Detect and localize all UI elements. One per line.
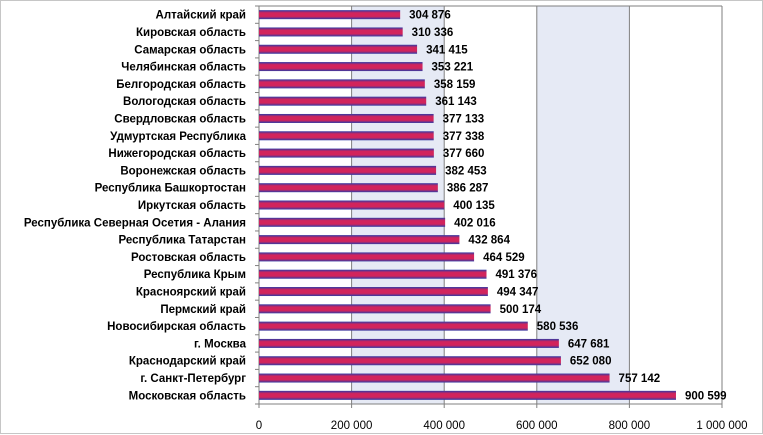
- x-tick-label: 200 000: [331, 420, 373, 432]
- bar: [259, 131, 434, 141]
- bar: [259, 10, 401, 20]
- value-label: 304 876: [409, 10, 451, 22]
- bar: [259, 338, 559, 348]
- category-label: Красноярский край: [136, 287, 246, 299]
- value-label: 377 133: [443, 113, 485, 125]
- bar: [259, 269, 487, 279]
- category-label: Алтайский край: [156, 10, 246, 22]
- bar: [259, 235, 460, 245]
- category-label: г. Москва: [194, 338, 247, 350]
- x-tick-label: 1 000 000: [696, 420, 747, 432]
- value-label: 386 287: [447, 183, 489, 195]
- bar: [259, 27, 403, 37]
- bar: [259, 200, 445, 210]
- bar: [259, 287, 488, 297]
- value-label: 377 660: [443, 148, 485, 160]
- category-label: Удмуртская Республика: [110, 131, 246, 143]
- plot-band-shaded: [536, 6, 630, 404]
- value-label: 900 599: [685, 390, 727, 402]
- bar: [259, 373, 610, 383]
- category-label: Республика Татарстан: [119, 235, 247, 247]
- bar: [259, 304, 491, 314]
- category-label: Ростовская область: [131, 252, 246, 264]
- category-label: Свердловская область: [114, 113, 246, 125]
- value-label: 491 376: [496, 269, 538, 281]
- value-label: 580 536: [537, 321, 579, 333]
- bar: [259, 79, 425, 89]
- category-label: Краснодарский край: [129, 356, 246, 368]
- value-label: 353 221: [432, 62, 474, 74]
- value-label: 494 347: [497, 287, 539, 299]
- category-label: Пермский край: [160, 304, 246, 316]
- value-label: 310 336: [412, 27, 454, 39]
- bar: [259, 148, 434, 158]
- bar: [259, 252, 475, 262]
- value-label: 647 681: [568, 338, 610, 350]
- category-label: Новосибирская область: [107, 321, 246, 333]
- value-label: 341 415: [426, 44, 468, 56]
- value-label: 464 529: [483, 252, 525, 264]
- bar: [259, 356, 561, 366]
- x-tick-label: 400 000: [423, 420, 465, 432]
- bar: [259, 44, 418, 54]
- value-label: 500 174: [500, 304, 542, 316]
- value-label: 358 159: [434, 79, 476, 91]
- bar: [259, 165, 437, 175]
- category-label: Республика Северная Осетия - Алания: [24, 217, 246, 229]
- value-label: 402 016: [454, 217, 496, 229]
- category-label: Московская область: [129, 390, 246, 402]
- x-tick-label: 800 000: [609, 420, 651, 432]
- category-label: Вологодская область: [123, 96, 246, 108]
- category-label: Нижегородская область: [108, 148, 246, 160]
- bar: [259, 183, 438, 193]
- value-label: 377 338: [443, 131, 485, 143]
- value-label: 382 453: [445, 165, 487, 177]
- category-label: Воронежская область: [120, 165, 246, 177]
- category-label: Кировская область: [136, 27, 246, 39]
- category-label: Челябинская область: [121, 62, 246, 74]
- value-label: 400 135: [453, 200, 495, 212]
- bar: [259, 113, 434, 123]
- bar: [259, 62, 423, 72]
- value-label: 432 864: [468, 235, 510, 247]
- bar: [259, 217, 446, 227]
- category-label: Самарская область: [134, 44, 246, 56]
- x-tick-label: 600 000: [516, 420, 558, 432]
- bar: [259, 96, 427, 106]
- bar: [259, 321, 528, 331]
- value-label: 361 143: [435, 96, 477, 108]
- x-tick-label: 0: [256, 420, 262, 432]
- value-label: 757 142: [619, 373, 661, 385]
- value-label: 652 080: [570, 356, 612, 368]
- category-label: г. Санкт-Петербург: [140, 373, 246, 385]
- category-label: Республика Крым: [144, 269, 246, 281]
- category-label: Иркутская область: [138, 200, 246, 212]
- category-label: Белгородская область: [116, 79, 246, 91]
- category-label: Республика Башкортостан: [95, 183, 246, 195]
- bar: [259, 390, 676, 400]
